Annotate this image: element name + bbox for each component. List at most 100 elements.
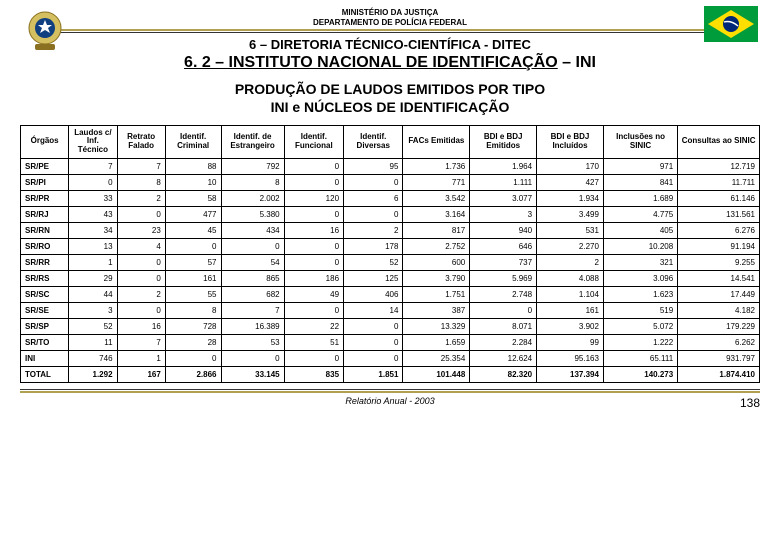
table-row-total: TOTAL1.2921672.86633.1458351.851101.4488…	[21, 366, 760, 382]
org-cell: TOTAL	[21, 366, 69, 382]
value-cell: 178	[344, 238, 403, 254]
value-cell: 519	[603, 302, 677, 318]
value-cell: 3.902	[537, 318, 604, 334]
value-cell: 792	[221, 158, 284, 174]
value-cell: 140.273	[603, 366, 677, 382]
value-cell: 0	[117, 302, 165, 318]
value-cell: 13.329	[403, 318, 470, 334]
value-cell: 6	[344, 190, 403, 206]
value-cell: 600	[403, 254, 470, 270]
value-cell: 865	[221, 270, 284, 286]
value-cell: 4.775	[603, 206, 677, 222]
value-cell: 0	[165, 238, 221, 254]
org-cell: SR/PE	[21, 158, 69, 174]
value-cell: 771	[403, 174, 470, 190]
org-cell: SR/SE	[21, 302, 69, 318]
org-cell: SR/SP	[21, 318, 69, 334]
divider-gold	[60, 29, 720, 31]
value-cell: 137.394	[537, 366, 604, 382]
value-cell: 0	[284, 158, 343, 174]
value-cell: 0	[344, 206, 403, 222]
value-cell: 2.748	[470, 286, 537, 302]
value-cell: 25.354	[403, 350, 470, 366]
header-ministry: MINISTÉRIO DA JUSTIÇA	[20, 8, 760, 18]
col-bdi-incluidos: BDI e BDJ Incluídos	[537, 125, 604, 158]
org-cell: SR/RN	[21, 222, 69, 238]
value-cell: 120	[284, 190, 343, 206]
table-row: INI7461000025.35412.62495.16365.111931.7…	[21, 350, 760, 366]
value-cell: 531	[537, 222, 604, 238]
org-cell: SR/SC	[21, 286, 69, 302]
value-cell: 940	[470, 222, 537, 238]
subsection-suffix: – INI	[558, 54, 596, 71]
value-cell: 6.276	[678, 222, 760, 238]
value-cell: 65.111	[603, 350, 677, 366]
value-cell: 95.163	[537, 350, 604, 366]
footer-report-label: Relatório Anual - 2003	[60, 396, 720, 410]
value-cell: 52	[344, 254, 403, 270]
value-cell: 22	[284, 318, 343, 334]
value-cell: 1.104	[537, 286, 604, 302]
col-funcional: Identif. Funcional	[284, 125, 343, 158]
value-cell: 971	[603, 158, 677, 174]
value-cell: 0	[117, 206, 165, 222]
value-cell: 9.255	[678, 254, 760, 270]
value-cell: 53	[221, 334, 284, 350]
value-cell: 10	[165, 174, 221, 190]
value-cell: 10.208	[603, 238, 677, 254]
value-cell: 7	[69, 158, 117, 174]
value-cell: 91.194	[678, 238, 760, 254]
value-cell: 13	[69, 238, 117, 254]
value-cell: 405	[603, 222, 677, 238]
police-badge-logo	[22, 8, 68, 54]
value-cell: 33	[69, 190, 117, 206]
table-row: SR/TO11728535101.6592.284991.2226.262	[21, 334, 760, 350]
value-cell: 3.542	[403, 190, 470, 206]
col-criminal: Identif. Criminal	[165, 125, 221, 158]
value-cell: 82.320	[470, 366, 537, 382]
value-cell: 8.071	[470, 318, 537, 334]
org-cell: SR/RJ	[21, 206, 69, 222]
value-cell: 746	[69, 350, 117, 366]
value-cell: 5.380	[221, 206, 284, 222]
value-cell: 0	[284, 302, 343, 318]
value-cell: 11	[69, 334, 117, 350]
value-cell: 34	[69, 222, 117, 238]
title-line1: PRODUÇÃO DE LAUDOS EMITIDOS POR TIPO	[20, 80, 760, 98]
value-cell: 45	[165, 222, 221, 238]
value-cell: 88	[165, 158, 221, 174]
value-cell: 3.790	[403, 270, 470, 286]
value-cell: 646	[470, 238, 537, 254]
value-cell: 8	[165, 302, 221, 318]
value-cell: 3.499	[537, 206, 604, 222]
value-cell: 2	[537, 254, 604, 270]
value-cell: 0	[117, 270, 165, 286]
value-cell: 835	[284, 366, 343, 382]
value-cell: 4	[117, 238, 165, 254]
org-cell: SR/RR	[21, 254, 69, 270]
value-cell: 1.689	[603, 190, 677, 206]
col-laudos: Laudos c/ Inf. Técnico	[69, 125, 117, 158]
value-cell: 7	[221, 302, 284, 318]
brazil-flag-logo	[704, 6, 758, 42]
title-line2: INI e NÚCLEOS DE IDENTIFICAÇÃO	[20, 98, 760, 116]
value-cell: 477	[165, 206, 221, 222]
value-cell: 1.292	[69, 366, 117, 382]
value-cell: 1.623	[603, 286, 677, 302]
value-cell: 841	[603, 174, 677, 190]
value-cell: 1.222	[603, 334, 677, 350]
value-cell: 1	[117, 350, 165, 366]
table-row: SR/PI08108007711.11142784111.711	[21, 174, 760, 190]
value-cell: 1.874.410	[678, 366, 760, 382]
value-cell: 101.448	[403, 366, 470, 382]
value-cell: 49	[284, 286, 343, 302]
value-cell: 43	[69, 206, 117, 222]
value-cell: 2	[117, 286, 165, 302]
value-cell: 387	[403, 302, 470, 318]
value-cell: 8	[221, 174, 284, 190]
value-cell: 57	[165, 254, 221, 270]
value-cell: 167	[117, 366, 165, 382]
value-cell: 5.072	[603, 318, 677, 334]
value-cell: 0	[284, 206, 343, 222]
value-cell: 0	[117, 254, 165, 270]
